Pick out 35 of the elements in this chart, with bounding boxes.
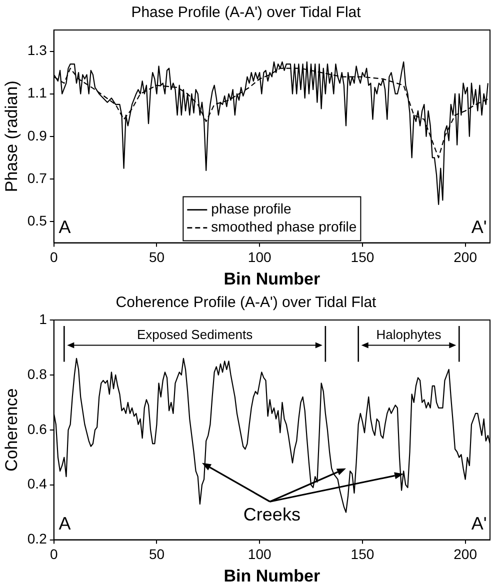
- y-tick-label: 1: [39, 310, 48, 327]
- y-tick-label: 1.3: [27, 42, 48, 58]
- chart-title: Coherence Profile (A-A') over Tidal Flat: [116, 294, 378, 312]
- x-axis-title: Bin Number: [224, 566, 320, 586]
- x-tick-label: 0: [50, 546, 58, 562]
- legend-label: phase profile: [211, 200, 292, 217]
- x-axis-title: Bin Number: [224, 269, 320, 288]
- x-tick-label: 200: [454, 249, 478, 266]
- x-tick-label: 200: [454, 546, 478, 562]
- y-tick-label: 1.1: [27, 84, 48, 101]
- annotation: Exposed Sediments: [136, 326, 254, 342]
- y-axis-title: Coherence: [2, 388, 21, 472]
- y-tick-label: 0.8: [27, 366, 48, 382]
- legend-label: smoothed phase profile: [211, 218, 357, 235]
- chart-title: Phase Profile (A-A') over Tidal Flat: [131, 4, 362, 22]
- y-tick-label: 0.4: [27, 476, 48, 492]
- y-axis-title: Phase (radian): [2, 80, 21, 192]
- annotation: A': [471, 513, 487, 534]
- y-tick-label: 0.7: [27, 170, 48, 186]
- x-tick-label: 0: [50, 249, 58, 266]
- annotation: A: [58, 216, 71, 237]
- y-tick-label: 0.2: [27, 530, 48, 547]
- x-tick-label: 100: [248, 546, 272, 562]
- y-tick-label: 0.6: [27, 420, 48, 437]
- x-tick-label: 150: [350, 546, 374, 562]
- x-tick-label: 150: [350, 249, 374, 266]
- annotation: A: [58, 513, 71, 534]
- annotation: Halophytes: [376, 326, 442, 342]
- y-tick-label: 0.5: [27, 212, 48, 228]
- annotation: Creeks: [243, 504, 300, 525]
- y-tick-label: 0.9: [27, 127, 48, 144]
- annotation: A': [471, 216, 487, 237]
- x-tick-label: 50: [148, 249, 165, 266]
- x-tick-label: 50: [148, 546, 165, 562]
- x-tick-label: 100: [248, 249, 272, 266]
